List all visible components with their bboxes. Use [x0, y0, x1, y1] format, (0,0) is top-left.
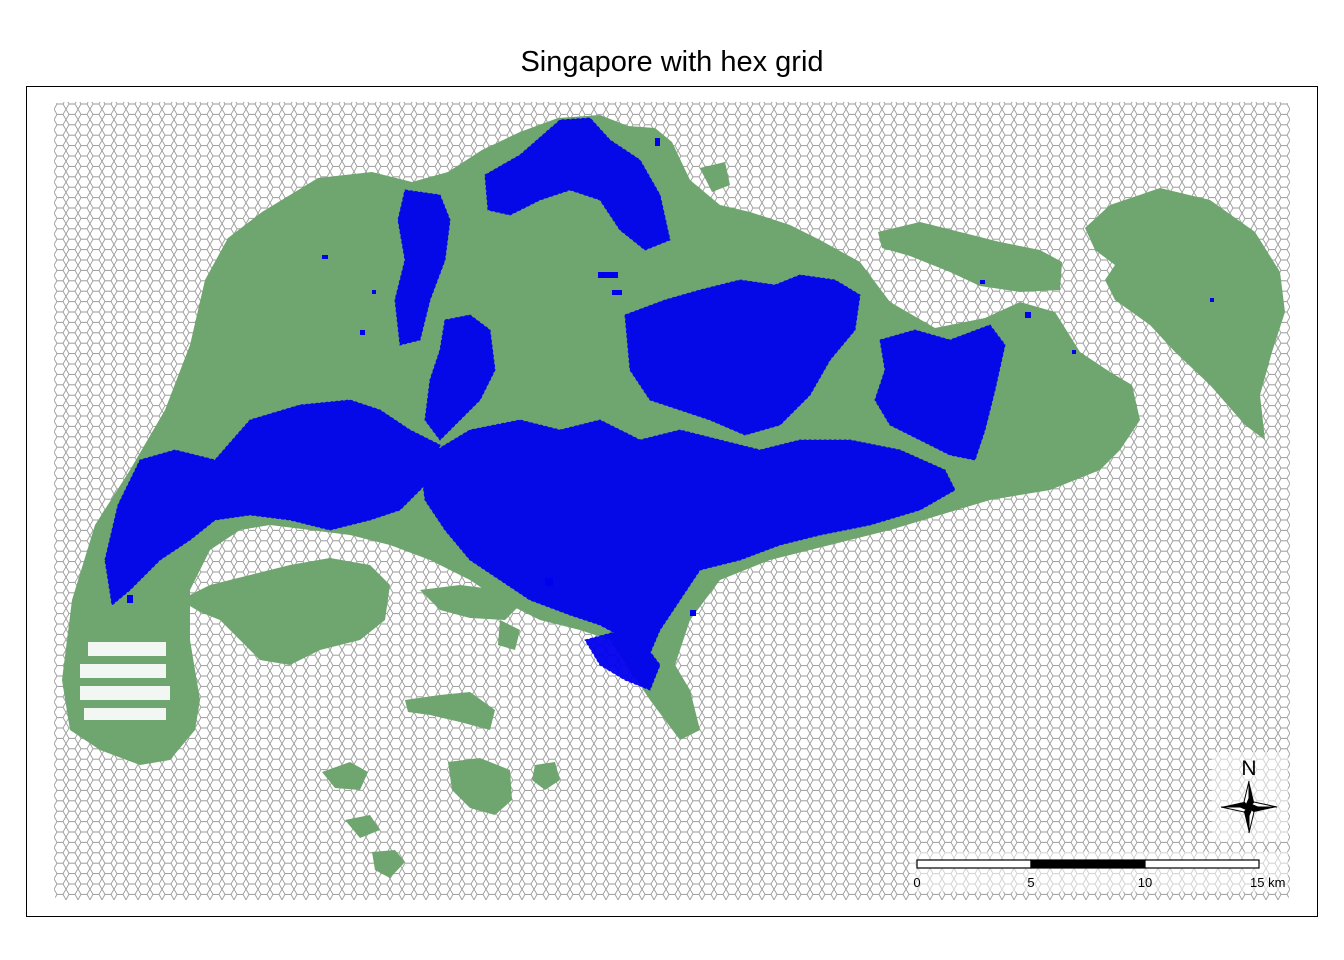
north-label: N [1241, 757, 1256, 780]
southern-island-1 [405, 692, 495, 730]
compass-rose-icon [1220, 780, 1278, 834]
cluster-north-east [624, 274, 861, 436]
scale-segment-3 [1144, 859, 1260, 869]
pulau-tekong [1085, 188, 1285, 440]
scale-tick-label: 5 [1027, 875, 1034, 890]
coney-island [958, 262, 990, 276]
cluster-east [874, 324, 1006, 461]
pulau-bukom [498, 620, 520, 650]
southern-island-6 [345, 815, 380, 838]
map-frame [26, 86, 1318, 917]
cluster-north-west [394, 189, 451, 346]
tuas-reclamation-gaps [80, 642, 170, 720]
pulau-ubin [878, 222, 1062, 292]
southern-island-3 [322, 762, 368, 790]
sentosa [420, 585, 520, 620]
cluster-north [484, 117, 671, 251]
scale-segment-2 [1030, 859, 1146, 869]
southern-island-2 [448, 758, 512, 815]
cluster-central-south [419, 419, 956, 667]
cluster-bukit-timah [424, 314, 496, 441]
scale-segment-1 [916, 859, 1032, 869]
north-arrow: N [1212, 752, 1288, 842]
scale-tick-label: 0 [913, 875, 920, 890]
map-title: Singapore with hex grid [520, 46, 824, 78]
southern-island-5 [532, 762, 560, 790]
scale-bar: 0 5 10 15 km [910, 852, 1288, 892]
cluster-cbd [584, 631, 661, 691]
scale-tick-label: 10 [1138, 875, 1152, 890]
feature-layer [104, 117, 1006, 691]
north-islet [700, 162, 730, 192]
scale-bar-background [910, 852, 1288, 892]
southern-island-4 [372, 850, 405, 878]
jurong-island [180, 558, 390, 665]
scale-tick-label: 15 km [1250, 875, 1285, 890]
feature-specks [127, 138, 1214, 616]
